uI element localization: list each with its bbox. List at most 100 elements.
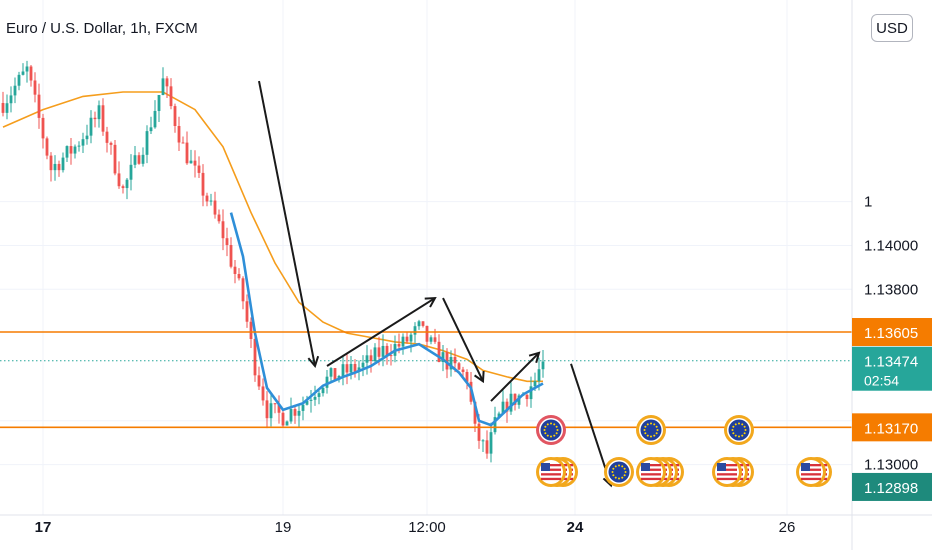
- candle-body: [537, 369, 541, 382]
- candle-body: [505, 401, 509, 412]
- eu-star: [738, 435, 740, 438]
- eu-star: [621, 476, 624, 479]
- us-stripe: [717, 468, 737, 471]
- us-stripe: [801, 473, 821, 476]
- candle-body: [501, 401, 505, 414]
- level-price-tag: 1.13170: [852, 413, 932, 442]
- eu-star: [650, 435, 652, 438]
- eu-flag-icon: [640, 419, 662, 441]
- candle-body: [33, 80, 37, 95]
- eu-star: [612, 474, 615, 477]
- candle-body: [85, 135, 89, 140]
- candle-body: [269, 403, 273, 419]
- extra-price-tag-bg: [852, 472, 932, 501]
- candle-body: [129, 164, 133, 180]
- candle-body: [445, 352, 449, 370]
- level-layer: [0, 331, 852, 429]
- candle-body: [65, 146, 69, 158]
- eu-star: [556, 429, 559, 431]
- candle-body: [377, 347, 381, 357]
- eu-star: [644, 425, 647, 428]
- candle-body: [353, 363, 357, 372]
- price-tick-label: 1: [864, 194, 872, 211]
- candle-body: [457, 363, 461, 370]
- candle-body: [333, 368, 337, 380]
- candle-body: [245, 301, 249, 322]
- candle-body: [101, 105, 105, 132]
- price-axis-panel: [852, 0, 932, 550]
- candle-body: [497, 413, 501, 418]
- eu-star: [643, 429, 646, 431]
- us-canton: [717, 463, 726, 471]
- us-stripe: [541, 473, 561, 476]
- candle-body: [225, 238, 229, 246]
- us-stripe: [801, 464, 821, 467]
- candle-body: [133, 155, 137, 165]
- us-stripe: [641, 468, 661, 471]
- candle-body: [301, 404, 305, 411]
- current-price-tag-countdown: 02:54: [864, 373, 899, 389]
- eu-star: [614, 465, 617, 468]
- candle-body: [281, 412, 285, 426]
- candle-body: [525, 394, 529, 400]
- candle-layer: [1, 60, 545, 463]
- economic-event-icon: [712, 457, 754, 487]
- candle-body: [461, 369, 465, 372]
- candle-body: [109, 142, 113, 145]
- candle-body: [405, 336, 409, 342]
- economic-event-icon: [604, 457, 634, 487]
- eu-star: [611, 471, 614, 473]
- us-stripe: [717, 477, 737, 481]
- currency-button[interactable]: USD: [871, 14, 913, 42]
- us-stripe: [541, 468, 561, 471]
- eu-star: [731, 429, 734, 431]
- eu-star: [553, 423, 556, 426]
- eu-flag-icon: [540, 419, 562, 441]
- eu-flag-icon: [608, 461, 630, 483]
- candle-body: [217, 214, 221, 222]
- candle-body: [89, 117, 93, 136]
- candle-body: [473, 401, 477, 424]
- candle-body: [493, 417, 497, 433]
- current-price-tag-bg: [852, 346, 932, 391]
- candle-body: [389, 355, 393, 357]
- eu-star: [555, 425, 558, 428]
- candle-body: [433, 337, 437, 342]
- candle-body: [241, 278, 245, 302]
- economic-event-icon: [536, 415, 566, 445]
- candle-body: [237, 273, 241, 279]
- us-stripe: [717, 464, 737, 467]
- candle-body: [361, 362, 365, 368]
- trend-arrow: [326, 298, 435, 367]
- us-stripe: [801, 477, 821, 481]
- candle-body: [485, 440, 489, 454]
- candle-body: [329, 368, 333, 377]
- candle-body: [93, 117, 97, 120]
- eu-star: [550, 435, 552, 438]
- candle-body: [161, 78, 165, 95]
- eu-star: [732, 432, 735, 435]
- candle-body: [309, 399, 313, 401]
- current-price-tag-text: 1.13474: [864, 354, 918, 371]
- eu-star: [546, 423, 549, 426]
- time-tick-label: 17: [35, 519, 52, 536]
- price-tick-label: 1.13000: [864, 457, 918, 474]
- candle-body: [365, 355, 369, 363]
- candle-body: [197, 165, 201, 173]
- eu-star: [741, 434, 744, 437]
- candle-body: [157, 94, 161, 111]
- eu-star: [546, 434, 549, 437]
- candle-body: [165, 78, 169, 87]
- candle-body: [477, 423, 481, 441]
- trend-arrow: [258, 80, 315, 366]
- ema-fast-layer: [229, 212, 544, 427]
- candle-body: [345, 364, 349, 373]
- candle-body: [137, 155, 141, 164]
- eu-star: [650, 422, 652, 425]
- us-canton: [541, 463, 550, 471]
- candle-body: [409, 334, 413, 342]
- candle-body: [421, 321, 425, 326]
- candle-body: [441, 352, 445, 363]
